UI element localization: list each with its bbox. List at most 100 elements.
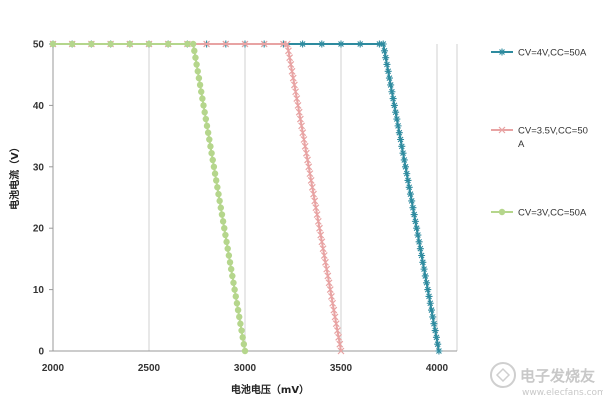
data-point [324,272,332,280]
data-point [107,40,114,48]
data-point [382,54,390,62]
legend-label-continued: A [518,139,525,150]
series-3 [49,40,249,355]
data-point [402,163,410,171]
data-point [302,149,310,157]
data-point [335,333,343,341]
data-point [397,136,405,144]
data-point [399,149,407,157]
data-point [208,149,215,157]
data-point [498,48,506,56]
data-point [410,211,418,219]
data-point [312,204,320,212]
legend-item-1: CV=4V,CC=50A [491,48,587,59]
data-point [387,81,395,89]
data-point [204,129,212,136]
data-point [420,265,428,273]
data-point [333,327,341,334]
data-point [210,163,218,170]
data-point [411,217,419,225]
x-axis-title: 电池电压（mV） [231,383,309,396]
data-point [283,40,291,48]
data-point [145,40,153,48]
data-point [288,67,296,75]
watermark: 电子发烧友 www.elecfans.com [490,362,603,398]
x-tick-label: 2500 [138,363,161,374]
y-tick-label: 40 [33,101,45,112]
data-point [232,293,239,300]
series-line [53,43,440,352]
data-point [193,61,200,68]
data-point [325,279,333,287]
data-point [332,320,340,328]
data-point [211,170,219,177]
data-point [427,306,435,314]
data-point [191,47,198,55]
data-point [419,258,427,266]
data-point [416,245,424,253]
data-point [307,177,315,184]
data-point [388,88,396,96]
data-point [287,61,295,68]
data-point [405,183,413,191]
data-point [203,122,211,130]
data-point [237,320,244,327]
data-point [218,211,226,218]
data-point [229,272,236,280]
data-point [214,184,221,191]
data-point [413,224,421,232]
data-point [318,40,326,48]
legend-label: CV=3V,CC=50A [518,208,587,219]
data-point [319,245,327,253]
data-point [323,265,331,273]
data-point [306,170,314,178]
series-layer [49,40,443,355]
data-point [223,238,230,246]
data-point [408,197,416,205]
data-point [239,334,246,341]
data-point [49,40,57,48]
data-point [328,292,335,300]
data-point [392,108,400,116]
data-point [219,218,227,225]
y-axis-title: 电池电流（V） [8,142,21,210]
axes [49,43,457,352]
watermark-site: www.elecfans.com [522,388,603,398]
data-point [225,252,233,259]
data-point [421,272,429,280]
data-point [241,40,249,48]
data-point [194,68,201,75]
data-point [404,176,412,184]
data-point [299,129,307,137]
data-point [285,47,292,55]
data-point [314,217,322,225]
data-point [430,320,438,328]
data-point [498,208,506,216]
y-tick-label: 0 [38,347,44,358]
data-point [200,102,207,109]
data-point [498,126,506,134]
data-point [429,313,437,321]
data-point [322,258,329,266]
data-point [414,231,422,239]
data-point [203,40,211,48]
data-point [304,156,311,164]
data-point [260,40,268,48]
data-point [202,115,210,123]
data-point [337,347,345,355]
data-point [409,204,417,212]
data-point [292,88,300,96]
data-point [385,74,393,82]
data-point [230,279,237,286]
legend-item-2: CV=3.5V,CC=50 A [491,126,588,150]
data-point [317,231,325,239]
data-point [326,286,334,294]
data-point [318,238,326,246]
data-point [393,115,401,123]
data-point [192,54,199,61]
y-tick-label: 50 [33,40,45,51]
data-point [308,183,316,191]
tick-labels: 2000 2500 3000 3500 4000 0 10 20 30 40 50 [33,40,449,375]
data-point [240,340,248,348]
data-point [316,224,323,232]
